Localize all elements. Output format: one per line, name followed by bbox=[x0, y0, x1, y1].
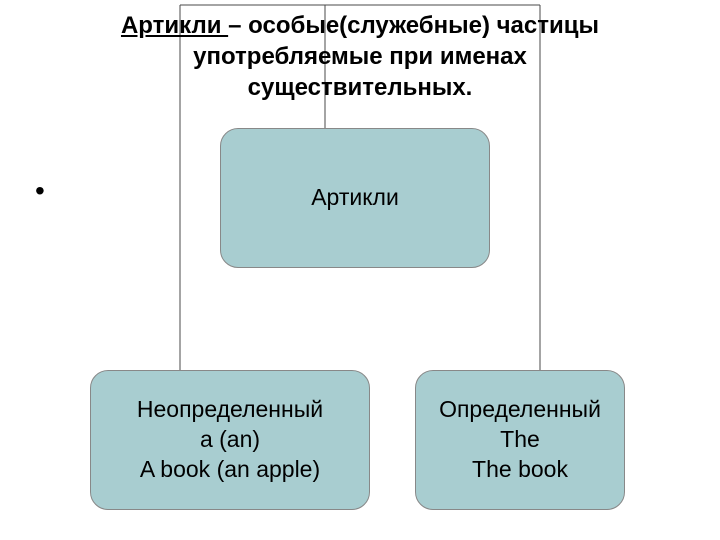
right-node-line2: The bbox=[500, 425, 540, 455]
root-node: Артикли bbox=[220, 128, 490, 268]
left-node-line1: Неопределенный bbox=[137, 395, 323, 425]
title-rest: – особые(служебные) частицы употребляемы… bbox=[193, 12, 599, 101]
page-title: Артикли – особые(служебные) частицы упот… bbox=[80, 10, 640, 104]
right-node-line1: Определенный bbox=[439, 395, 601, 425]
right-node-line3: The book bbox=[472, 455, 568, 485]
left-child-node: Неопределенный a (an) A book (an apple) bbox=[90, 370, 370, 510]
bullet-marker: • bbox=[35, 175, 45, 207]
left-node-line2: a (an) bbox=[200, 425, 260, 455]
left-node-line3: A book (an apple) bbox=[140, 455, 320, 485]
title-underlined: Артикли bbox=[121, 12, 228, 39]
right-child-node: Определенный The The book bbox=[415, 370, 625, 510]
root-node-label: Артикли bbox=[311, 183, 399, 213]
